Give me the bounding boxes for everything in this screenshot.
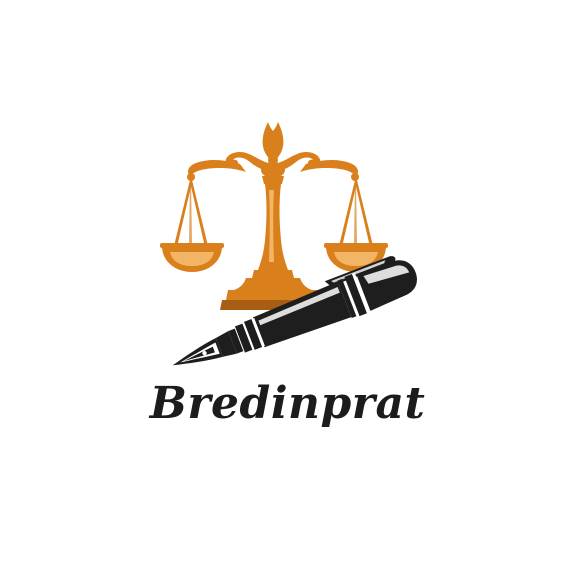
brand-name: Bredinprat [149,378,426,429]
fountain-pen-icon [172,256,417,366]
scales-of-justice-icon [160,122,388,310]
